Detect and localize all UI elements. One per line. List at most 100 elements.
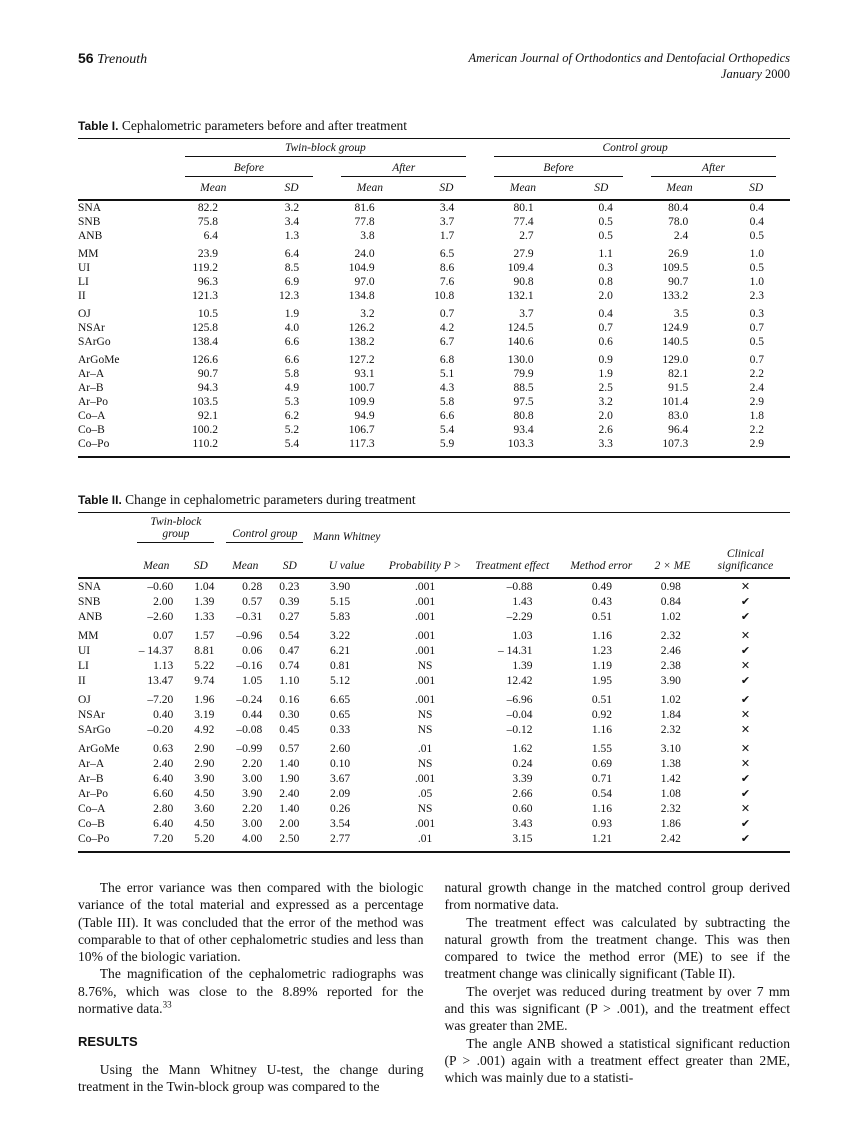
- cell: 10.5: [197, 308, 218, 320]
- cell: NS: [417, 803, 433, 815]
- table2-group-twinblock: Twin-block group: [131, 513, 220, 546]
- row-label: LI: [78, 660, 89, 672]
- table2-caption: Table II. Change in cephalometric parame…: [78, 492, 790, 508]
- body-text: The error variance was then compared wit…: [78, 879, 790, 1095]
- cell: –0.88: [506, 581, 533, 593]
- table-row: SNB 2.00 1.39 0.57 0.39 5.15 .001 1.43 0…: [78, 594, 790, 609]
- cell: 1.1: [598, 248, 613, 260]
- table2-column-header-row: Mean SD Mean SD U value Probability P > …: [78, 545, 790, 579]
- cell: 2.7: [519, 230, 534, 242]
- cell: 10.8: [434, 290, 455, 302]
- cell: 0.45: [279, 724, 300, 736]
- cell: –0.12: [506, 724, 533, 736]
- cell: –0.24: [236, 694, 263, 706]
- cell: 1.16: [591, 630, 612, 642]
- table-row: MM 23.9 6.4 24.0 6.5 27.9 1.1 26.9 1.0: [78, 243, 790, 261]
- row-label: NSAr: [78, 322, 105, 334]
- cell: 1.43: [512, 596, 533, 608]
- cell: 5.22: [194, 660, 215, 672]
- cell: 140.6: [507, 336, 534, 348]
- author-name: Trenouth: [97, 52, 148, 67]
- cell: 3.2: [360, 308, 375, 320]
- row-label: MM: [78, 630, 99, 642]
- cell: 0.4: [598, 202, 613, 214]
- cell: 1.19: [591, 660, 612, 672]
- row-label: MM: [78, 248, 99, 260]
- cell: 0.7: [439, 308, 455, 320]
- cell: 2.32: [660, 724, 681, 736]
- cell: 1.02: [660, 694, 681, 706]
- cell: 7.20: [153, 833, 174, 845]
- cell: .05: [417, 788, 433, 800]
- cell: 6.6: [439, 410, 455, 422]
- cell: .001: [414, 773, 436, 785]
- cell: 2.20: [242, 803, 263, 815]
- cell: 1.86: [660, 818, 681, 830]
- table-row: ArGoMe 0.63 2.90 –0.99 0.57 2.60 .01 1.6…: [78, 737, 790, 756]
- cell: – 14.31: [498, 645, 533, 657]
- cell: –0.16: [236, 660, 263, 672]
- cell: 2.90: [194, 758, 215, 770]
- table2-caption-text: Change in cephalometric parameters durin…: [125, 492, 416, 507]
- table-row: ArGoMe 126.6 6.6 127.2 6.8 130.0 0.9 129…: [78, 349, 790, 367]
- cell: 1.3: [284, 230, 300, 242]
- cell: 5.20: [194, 833, 215, 845]
- table1-tb-before: Before: [171, 159, 328, 179]
- cell: 1.84: [660, 709, 681, 721]
- cell: 4.92: [194, 724, 215, 736]
- significance-mark: ✔: [740, 596, 751, 608]
- header-right: American Journal of Orthodontics and Den…: [469, 50, 791, 82]
- cell: 1.13: [153, 660, 174, 672]
- significance-mark: ✔: [740, 773, 751, 785]
- cell: 1.10: [279, 675, 300, 687]
- cell: 3.90: [329, 581, 351, 593]
- table-row: NSAr 125.8 4.0 126.2 4.2 124.5 0.7 124.9…: [78, 321, 790, 335]
- significance-mark: ✕: [740, 724, 751, 736]
- row-label: SNB: [78, 596, 101, 608]
- cell: 4.3: [439, 382, 455, 394]
- paragraph: The treatment effect was calculated by s…: [444, 914, 791, 982]
- right-column: natural growth change in the matched con…: [445, 879, 791, 1095]
- table-row: SArGo 138.4 6.6 138.2 6.7 140.6 0.6 140.…: [78, 335, 790, 349]
- cell: 1.90: [279, 773, 300, 785]
- cell: 5.4: [284, 438, 300, 450]
- cell: 5.3: [284, 396, 300, 408]
- cell: 124.9: [662, 322, 689, 334]
- cell: –0.96: [236, 630, 263, 642]
- table1-group-twinblock: Twin-block group: [171, 139, 481, 160]
- table-row: II 121.3 12.3 134.8 10.8 132.1 2.0 133.2…: [78, 289, 790, 303]
- cell: 2.9: [749, 438, 764, 450]
- cell: 2.9: [749, 396, 764, 408]
- cell: –0.04: [506, 709, 533, 721]
- cell: 2.38: [660, 660, 681, 672]
- significance-mark: ✔: [740, 833, 751, 845]
- cell: 0.47: [279, 645, 300, 657]
- cell: 1.40: [279, 803, 300, 815]
- table-row: Ar–B 94.3 4.9 100.7 4.3 88.5 2.5 91.5 2.…: [78, 381, 790, 395]
- cell: 0.51: [591, 694, 612, 706]
- paragraph: The angle ANB showed a statistical signi…: [444, 1035, 791, 1086]
- cell: NS: [417, 709, 433, 721]
- cell: 2.4: [673, 230, 689, 242]
- cell: 0.4: [749, 202, 764, 214]
- cell: 0.4: [749, 216, 764, 228]
- cell: 101.4: [662, 396, 689, 408]
- table1-meansd-header-row: Mean SD Mean SD Mean SD Mean SD: [78, 179, 790, 201]
- results-heading: RESULTS: [78, 1034, 138, 1050]
- cell: – 14.37: [138, 645, 174, 657]
- cell: 1.16: [591, 803, 612, 815]
- cell: 0.28: [242, 581, 263, 593]
- cell: 0.44: [242, 709, 263, 721]
- significance-mark: ✔: [740, 818, 751, 830]
- cell: 5.4: [439, 424, 455, 436]
- cell: 1.02: [660, 611, 681, 623]
- cell: 3.60: [194, 803, 215, 815]
- row-label: OJ: [78, 308, 91, 320]
- table-row: LI 96.3 6.9 97.0 7.6 90.8 0.8 90.7 1.0: [78, 275, 790, 289]
- cell: 0.51: [591, 611, 612, 623]
- table-row: Ar–A 90.7 5.8 93.1 5.1 79.9 1.9 82.1 2.2: [78, 367, 790, 381]
- cell: 82.1: [668, 368, 689, 380]
- cell: 0.6: [598, 336, 613, 348]
- significance-mark: ✔: [740, 645, 751, 657]
